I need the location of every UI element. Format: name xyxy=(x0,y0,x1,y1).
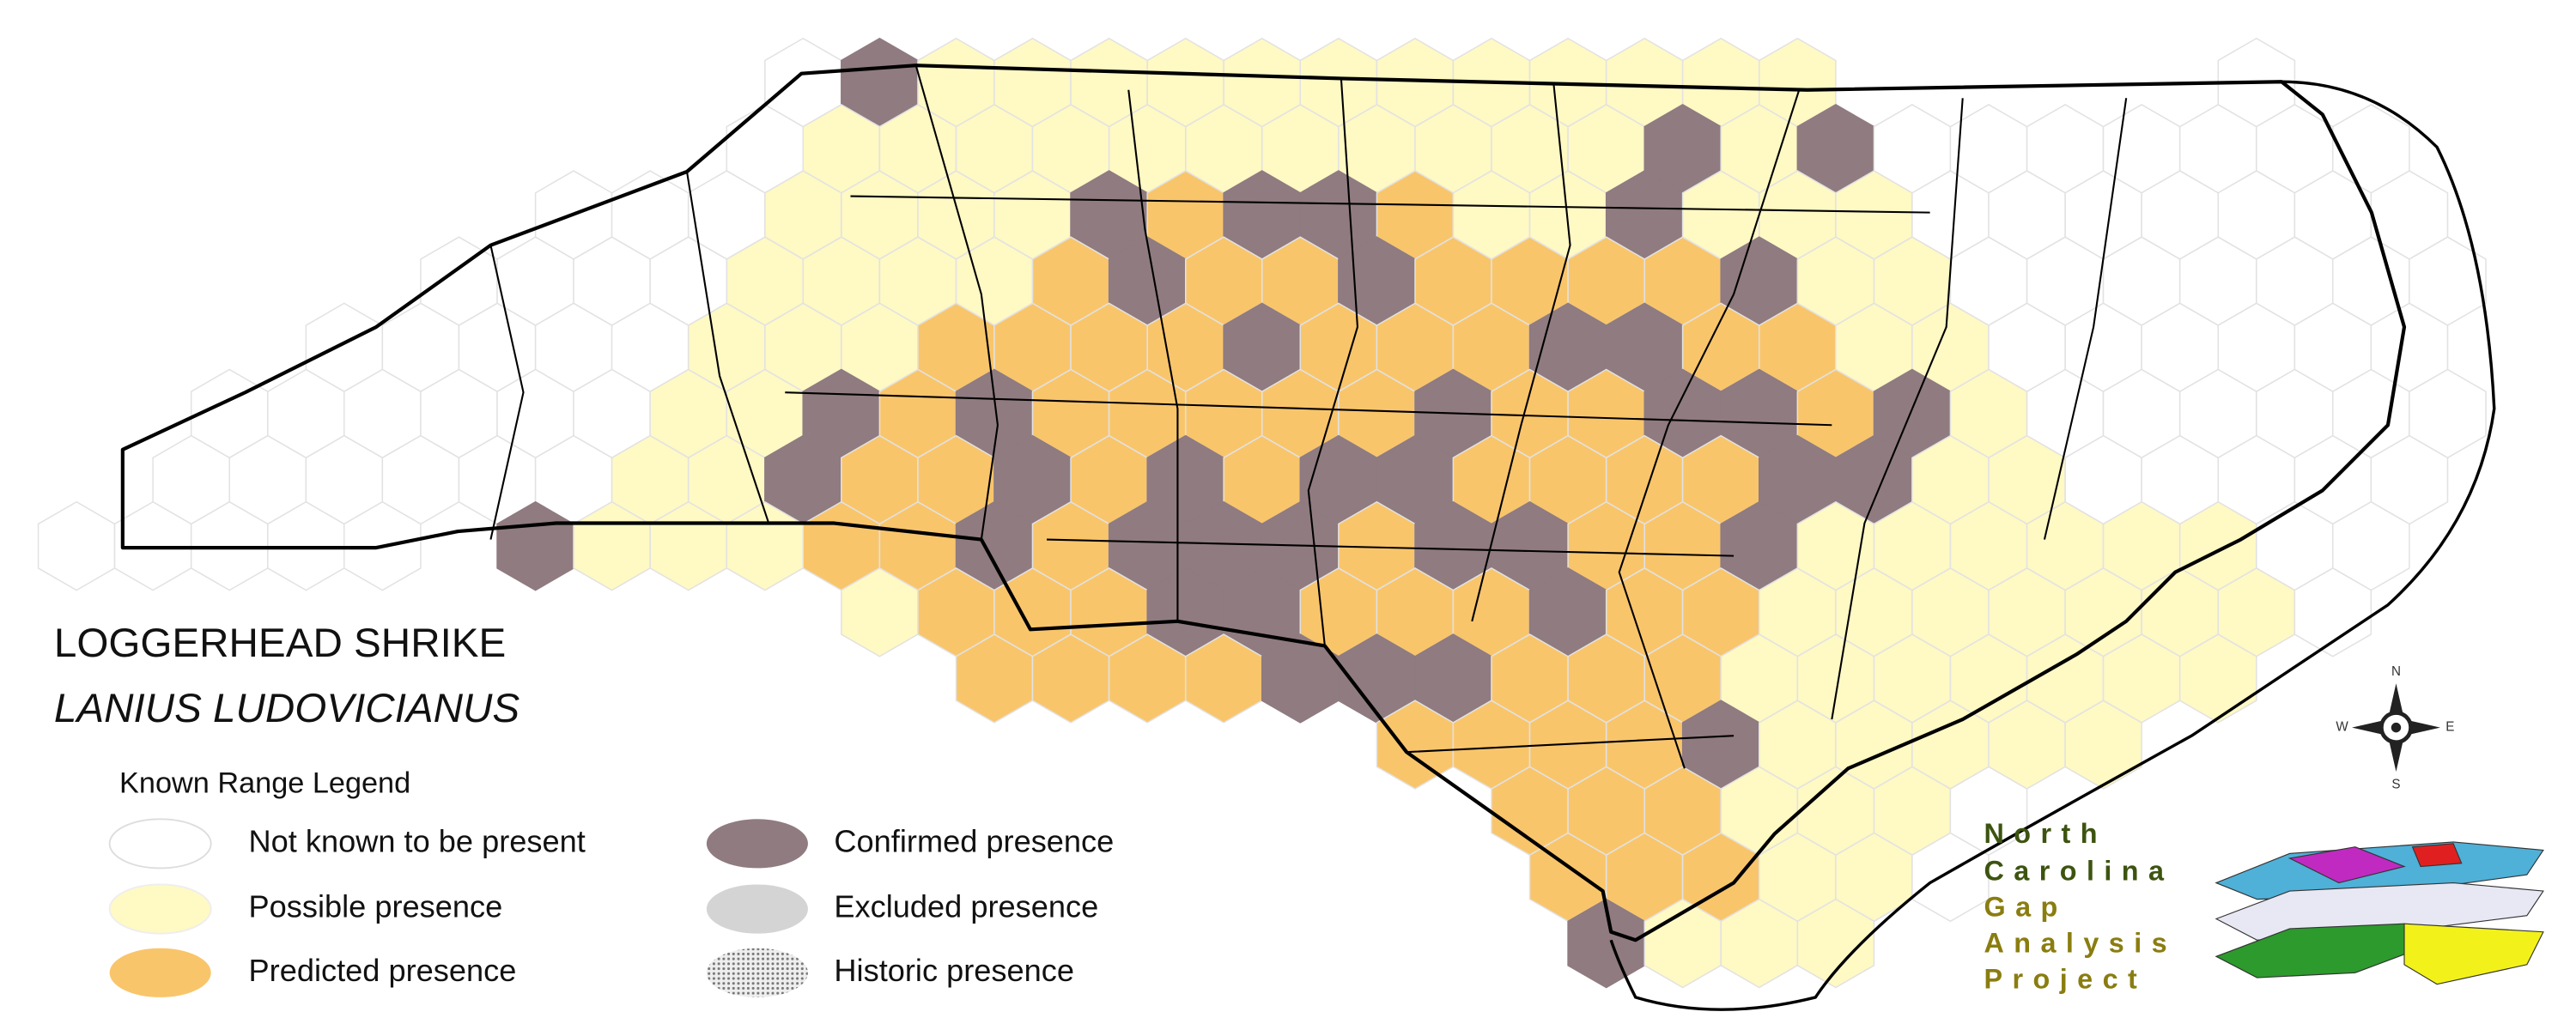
county-lines xyxy=(489,64,2128,769)
hex-cell xyxy=(1796,898,1875,989)
compass-label: S xyxy=(2391,777,2400,791)
legend-swatch xyxy=(706,948,808,997)
legend-label: Excluded presence xyxy=(834,889,1098,924)
hex-cell xyxy=(2293,567,2372,657)
legend-label: Possible presence xyxy=(249,889,503,924)
legend-swatch xyxy=(109,948,211,997)
logo-text: North xyxy=(1984,818,2106,849)
state-outline xyxy=(120,64,2407,942)
legend-label: Historic presence xyxy=(834,953,1074,988)
legend-swatch xyxy=(706,884,808,934)
legend-label: Confirmed presence xyxy=(834,823,1114,858)
legend-title: Known Range Legend xyxy=(119,766,410,799)
compass-label: W xyxy=(2336,720,2348,735)
map-title: LOGGERHEAD SHRIKE xyxy=(54,621,506,666)
legend-label: Not known to be present xyxy=(249,823,586,858)
sound-boundary xyxy=(1609,80,2496,1011)
logo-graphic xyxy=(2215,841,2544,985)
logo-text: Gap xyxy=(1984,892,2067,923)
compass-label: N xyxy=(2391,664,2401,679)
compass-label: E xyxy=(2445,720,2454,735)
logo-text: Analysis xyxy=(1984,927,2177,958)
logo-text: Project xyxy=(1984,963,2147,994)
hex-cell xyxy=(2178,633,2257,724)
legend-swatch xyxy=(108,818,212,869)
hex-cell xyxy=(37,500,116,591)
legend-swatch xyxy=(706,819,808,869)
legend-swatch xyxy=(108,883,212,935)
map-subtitle: LANIUS LUDOVICIANUS xyxy=(54,686,520,731)
compass xyxy=(2352,683,2440,772)
legend-label: Predicted presence xyxy=(249,953,517,988)
hex-cell xyxy=(2064,700,2142,790)
logo-text: Carolina xyxy=(1984,856,2173,887)
